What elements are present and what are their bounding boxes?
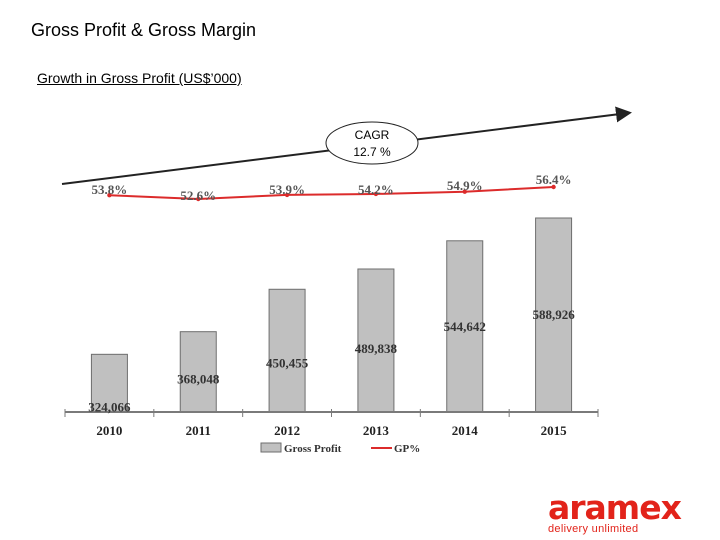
- bar-label-2014: 544,642: [444, 319, 486, 334]
- bar-label-2011: 368,048: [177, 372, 220, 387]
- gp-point-2013: [373, 191, 379, 197]
- gp-point-2011: [196, 196, 201, 202]
- gp-label-2015: 56.4%: [536, 172, 572, 187]
- brand-tagline: delivery unlimited: [548, 523, 639, 535]
- x-tick-label-2014: 2014: [452, 423, 479, 438]
- gp-label-2012: 53.9%: [269, 182, 305, 197]
- gp-label-2013: 54.2%: [358, 182, 394, 197]
- x-tick-label-2015: 2015: [541, 423, 568, 438]
- bar-label-2010: 324,066: [88, 399, 131, 414]
- x-tick-label-2011: 2011: [186, 423, 211, 438]
- gp-point-2012: [284, 192, 290, 198]
- x-tick-label-2013: 2013: [363, 423, 390, 438]
- legend-label-gross-profit: Gross Profit: [284, 443, 342, 455]
- bar-label-2012: 450,455: [266, 355, 309, 370]
- bar-label-2013: 489,838: [355, 341, 398, 356]
- bar-2011: [179, 331, 217, 413]
- bar-label-2015: 588,926: [532, 307, 575, 322]
- cagr-bubble: CAGR 12.7 %: [325, 121, 419, 165]
- chart-subtitle: Growth in Gross Profit (US$’000): [37, 70, 242, 86]
- gp-label-2010: 53.8%: [92, 182, 128, 197]
- gp-label-2011: 52.6%: [180, 188, 216, 203]
- bar-2012: [268, 288, 306, 413]
- gp-point-2014: [462, 189, 467, 194]
- gp-label-2014: 54.9%: [447, 178, 483, 193]
- brand-name: aramex: [548, 488, 682, 527]
- x-tick-label-2010: 2010: [96, 423, 122, 438]
- bar-2010: [90, 353, 128, 413]
- aramex-logo: aramex delivery unlimited: [548, 488, 693, 535]
- x-tick-label-2012: 2012: [274, 423, 300, 438]
- legend-swatch-gross-profit: [260, 442, 282, 453]
- cagr-label: CAGR: [355, 128, 390, 142]
- gp-point-2010: [107, 193, 112, 198]
- cagr-value: 12.7 %: [353, 145, 391, 159]
- gp-point-2015: [551, 184, 556, 190]
- gp-line: [109, 186, 554, 201]
- legend-label-gp: GP%: [394, 443, 420, 455]
- page-title: Gross Profit & Gross Margin: [31, 20, 257, 40]
